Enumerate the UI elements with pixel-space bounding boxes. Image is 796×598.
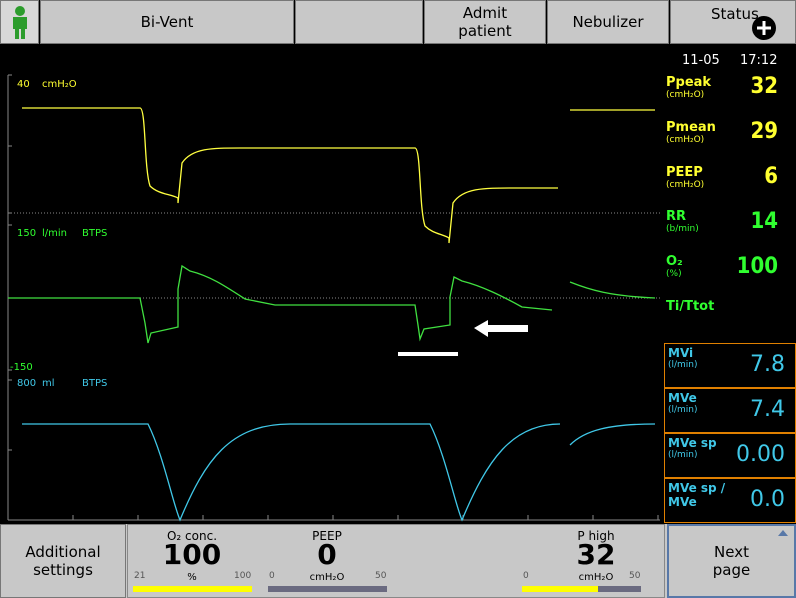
param-unit: (b/min) [666,224,699,234]
param-name: RR [666,209,687,224]
param-unit: (cmH₂O) [666,180,705,190]
volume-max: 800 [17,378,37,389]
empty-button [295,0,423,44]
mv-name: MVi [668,346,694,360]
flow-mode: BTPS [82,228,108,239]
mv-box: MVe sp / MVe 0.0 [664,478,796,523]
param-unit: (cmH₂O) [666,90,705,100]
param-value: 100 [736,254,778,279]
mv-box: MVe sp (l/min) 0.00 [664,433,796,478]
mv-value: 7.8 [750,352,785,377]
nebulizer-button[interactable]: Nebulizer [547,0,669,44]
patient-icon [12,6,27,39]
param-name: O₂ [666,254,683,269]
next-page-button[interactable]: Next page [667,524,796,598]
setting-bar [522,586,599,592]
status-label: Status [711,5,759,23]
mv-value: 0.0 [750,487,785,512]
mv-box: MVe (l/min) 7.4 [664,388,796,433]
param-name: Ti/Ttot [666,299,715,314]
mv-name: MVe sp [668,436,717,450]
setting-track [522,586,641,592]
param-name: Pmean [666,120,716,135]
flow-max: 150 [17,228,37,239]
mv-name: MVe [668,391,697,405]
setting-max: 50 [629,571,641,581]
time: 17:12 [740,53,778,68]
setting-max: 50 [375,571,387,581]
waveforms [7,74,660,522]
patient-button[interactable] [0,0,39,44]
param-unit: (cmH₂O) [666,135,705,145]
setting-max: 100 [234,571,252,581]
setting-name: O₂ conc. [166,529,218,543]
mv-unit: (l/min) [668,360,698,370]
pressure-max: 40 [17,79,30,90]
bottom-bar: Additional settings Next page O₂ conc. 10… [0,524,796,598]
mv-unit: (l/min) [668,405,698,415]
admit-button[interactable]: Admit patient [424,0,546,44]
mv-box: MVi (l/min) 7.8 [664,343,796,388]
status-button[interactable]: Status [670,0,796,44]
param-value: 29 [750,119,778,144]
setting-min: 0 [269,571,275,581]
setting-bar [133,586,252,592]
date: 11-05 [682,53,720,68]
setting-value: 100 [162,538,222,571]
flow-min: -150 [10,362,33,373]
param-name: PEEP [666,165,703,180]
mv-value: 7.4 [750,397,785,422]
setting-value: 32 [576,538,616,571]
mv-unit: (l/min) [668,450,698,460]
param-value: 14 [750,209,778,234]
setting-value: 0 [317,538,337,571]
setting-min: 0 [523,571,529,581]
add-icon [752,16,776,40]
setting-track [133,586,252,592]
param-name: Ppeak [666,75,712,90]
mv-value: 0.00 [736,442,785,467]
additional-settings-button[interactable]: Additional settings [0,524,126,598]
setting-unit: cmH₂O [578,572,614,583]
param-unit: (%) [666,269,682,279]
param-value: 6 [764,164,778,189]
setting-name: P high [577,529,615,543]
pressure-unit: cmH₂O [42,79,77,90]
setting-unit: cmH₂O [309,572,345,583]
setting-min: 21 [134,571,146,581]
flow-unit: l/min [42,228,68,239]
param-value: 32 [750,74,778,99]
setting-track [268,586,387,592]
mv-name: MVe sp / MVe [668,481,726,509]
setting-unit: % [187,572,197,583]
volume-unit: ml [42,378,55,389]
volume-mode: BTPS [82,378,108,389]
page-arrow [778,530,788,536]
mode-button[interactable]: Bi-Vent [40,0,294,44]
setting-name: PEEP [312,529,342,543]
